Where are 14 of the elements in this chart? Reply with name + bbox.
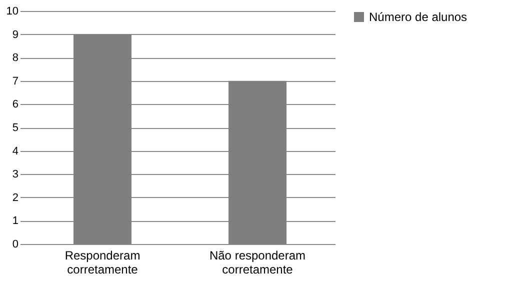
y-tick-label: 0 [12, 238, 18, 250]
y-tick-label: 10 [6, 6, 18, 18]
y-tick-label: 3 [12, 168, 18, 181]
y-tick-label: 9 [12, 28, 18, 41]
x-tick-label: Responderam corretamente [64, 248, 140, 276]
x-tick-label: Não responderam corretamente [209, 248, 306, 276]
y-tick-label: 5 [12, 122, 18, 134]
legend-label: Número de alunos [369, 10, 468, 24]
y-tick-label: 4 [12, 145, 18, 158]
y-tick-label: 8 [12, 52, 18, 64]
y-tick-label: 7 [12, 75, 18, 88]
y-tick-label: 6 [12, 98, 18, 111]
y-tick-label: 1 [12, 215, 18, 228]
y-tick-label: 2 [12, 192, 18, 204]
